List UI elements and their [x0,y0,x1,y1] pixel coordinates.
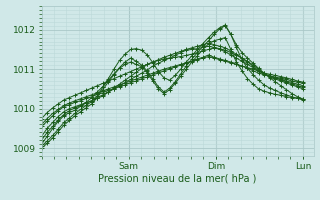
X-axis label: Pression niveau de la mer( hPa ): Pression niveau de la mer( hPa ) [99,173,257,183]
